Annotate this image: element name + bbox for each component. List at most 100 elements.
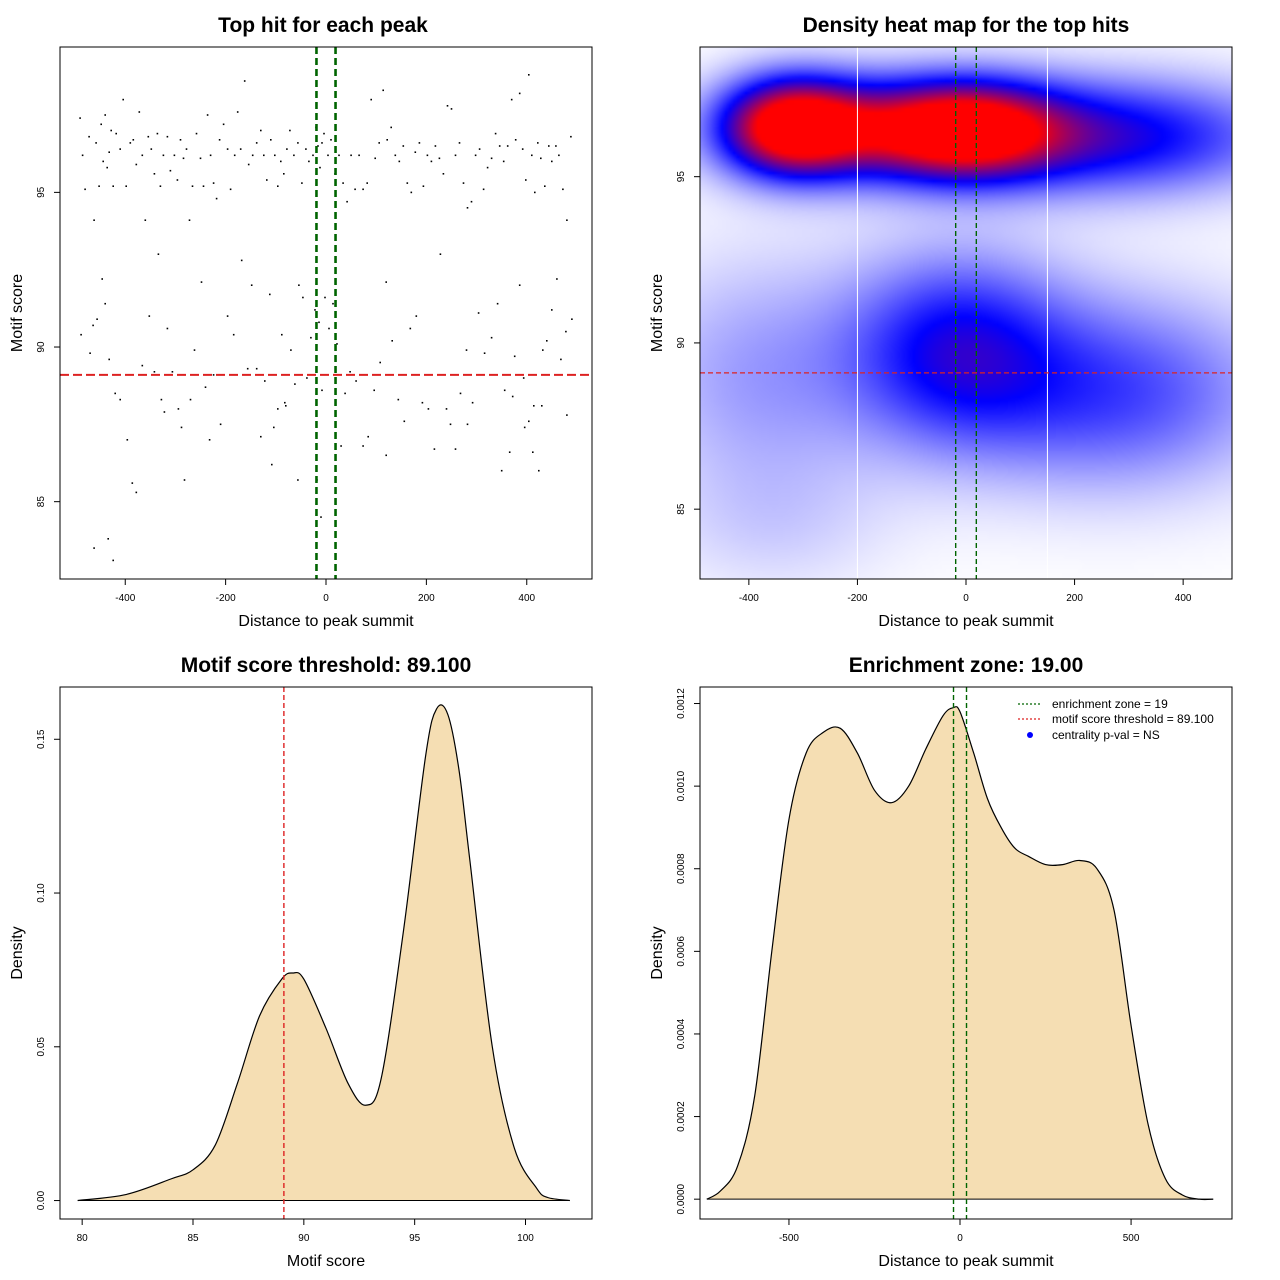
data-point [490,336,493,339]
data-point [95,142,97,144]
data-point [317,145,319,147]
data-point [470,200,473,203]
y-tick-label: 0.05 [36,1037,47,1057]
data-point [534,191,536,194]
distance-density-panel: Enrichment zone: 19.00 -500 0 500 0.0000 0.0… [649,654,1233,1270]
x-axis-label: Distance to peak summit [878,1253,1054,1270]
data-point [81,154,84,157]
data-point [319,166,321,169]
data-point [188,219,191,221]
x-tick-label: 400 [518,593,535,604]
x-tick-label: 80 [77,1233,89,1244]
data-point [260,435,262,438]
data-point [434,145,437,147]
x-tick-label: 90 [298,1233,310,1244]
data-point [478,148,481,150]
y-tick-label: 0.15 [36,729,47,749]
data-point [324,296,326,299]
legend-label: motif score threshold = 89.100 [1052,712,1214,726]
data-point [349,371,351,373]
data-point [212,374,215,376]
data-point [126,439,129,441]
plot-layer [706,687,1214,1219]
data-point [321,142,323,144]
data-point [390,126,392,129]
y-tick-label: 0.0008 [676,853,687,884]
data-point [250,284,253,286]
legend-label: enrichment zone = 19 [1052,697,1168,711]
data-point [354,188,356,191]
data-point [229,188,232,191]
y-tick-label: 0.0006 [676,936,687,967]
data-point [465,349,468,351]
data-point [466,207,469,209]
data-point [378,142,380,144]
data-point [362,445,364,447]
data-point [442,173,445,175]
chart-title: Density heat map for the top hits [803,14,1130,37]
data-point [177,408,180,410]
data-point [266,179,268,181]
x-tick-label: -200 [847,593,867,604]
data-point [162,154,165,157]
data-point [466,423,469,426]
data-point [232,333,235,336]
data-point [391,340,393,342]
x-tick-label: -400 [739,593,759,604]
data-point [222,123,225,126]
data-point [283,173,285,175]
data-point [271,463,273,466]
data-point [523,426,526,429]
data-point [153,173,156,175]
data-point [533,405,535,407]
data-point [285,405,287,407]
data-point [482,188,485,191]
data-point [570,135,572,138]
data-point [88,135,90,138]
data-point [398,160,401,163]
data-point [115,132,117,135]
data-point [494,132,497,135]
data-point [93,219,95,221]
plot-layer [77,687,570,1219]
data-point [176,179,179,181]
x-tick-label: 400 [1175,593,1192,604]
data-point [373,389,375,392]
data-point [286,148,288,150]
data-point [471,401,474,404]
data-point [511,395,514,398]
data-point [92,324,94,327]
plot-layer [700,47,1232,579]
data-point [193,349,196,351]
data-point [422,185,425,187]
data-point [528,74,530,76]
data-point [157,253,160,255]
data-point [546,340,548,342]
data-point [358,154,360,157]
data-point [397,398,400,401]
data-point [219,423,222,426]
data-point [355,380,357,382]
data-point [106,166,108,169]
x-tick-label: 0 [957,1233,963,1244]
plot-frame [699,686,1233,1220]
data-point [445,408,448,410]
data-point [346,200,348,203]
data-point [366,182,368,184]
data-point [274,154,276,157]
data-point [542,349,544,351]
data-point [531,154,533,157]
data-point [166,135,169,138]
data-point [454,448,457,450]
x-tick-label: 0 [323,593,329,604]
data-point [160,398,163,401]
data-point [510,98,513,101]
data-point [302,296,304,299]
data-point [298,284,300,286]
data-point [565,330,567,333]
data-point [503,389,506,392]
data-point [144,219,147,221]
data-point [273,426,275,429]
y-tick-label: 95 [36,186,47,198]
